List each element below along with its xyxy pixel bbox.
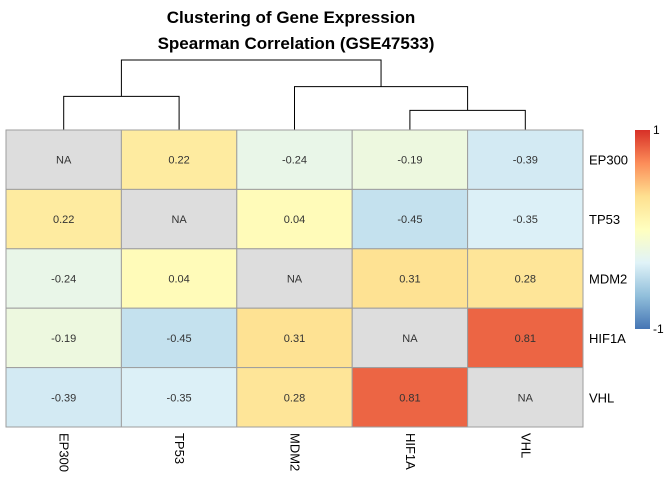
legend-min-label: -1 [653, 322, 664, 336]
cell-value-label: 0.81 [399, 392, 420, 404]
cell-value-label: -0.45 [397, 214, 422, 226]
cell-value-label: -0.19 [397, 155, 422, 167]
heatmap-cells: NA 0.22 -0.24 -0.19 -0.39 0.22 NA 0.04 -0.45 -0.3… [5, 129, 584, 428]
cell-value-label: 0.28 [515, 274, 536, 286]
cell-value-label: NA [402, 333, 418, 345]
cell-value-label: 0.31 [284, 333, 305, 345]
dendrogram-branch [120, 59, 382, 97]
row-label: MDM2 [589, 272, 627, 287]
heatmap-cell [467, 188, 584, 250]
row-label: HIF1A [589, 331, 626, 346]
heatmap-cell [5, 129, 122, 190]
heatmap-cell [120, 248, 238, 309]
heatmap-cell [467, 129, 584, 190]
cell-value-label: -0.45 [167, 333, 192, 345]
row-labels: EP300 TP53 MDM2 HIF1A VHL [589, 153, 628, 406]
cell-value-label: 0.22 [53, 214, 74, 226]
cell-value-label: 0.04 [168, 274, 189, 286]
dendrogram-branch [409, 109, 526, 130]
heatmap-cell [120, 307, 238, 369]
cell-value-label: -0.24 [51, 274, 76, 286]
chart-title: Clustering of Gene Expression [167, 8, 415, 27]
heatmap-cell [5, 188, 122, 250]
heatmap-cell [236, 129, 353, 190]
cell-value-label: -0.35 [167, 392, 192, 404]
color-legend: 1 -1 [635, 123, 664, 336]
cell-value-label: 0.04 [284, 214, 305, 226]
cell-value-label: NA [287, 274, 303, 286]
legend-colorbar [635, 130, 650, 329]
heatmap-cell [351, 307, 469, 369]
dendrogram-branch [294, 86, 469, 130]
heatmap-cell [120, 129, 238, 190]
cell-value-label: -0.35 [513, 214, 538, 226]
heatmap-cell [236, 307, 353, 369]
column-label: TP53 [172, 433, 187, 464]
heatmap-cell [467, 248, 584, 309]
row-label: VHL [589, 390, 614, 405]
column-label: VHL [518, 433, 533, 458]
column-dendrogram [63, 59, 526, 130]
column-labels: EP300 TP53 MDM2 HIF1A VHL [57, 433, 534, 472]
heatmap-cell [5, 367, 122, 428]
cell-value-label: 0.28 [284, 392, 305, 404]
heatmap-cell [236, 367, 353, 428]
row-label: EP300 [589, 153, 628, 168]
column-label: EP300 [57, 433, 72, 472]
column-label: HIF1A [403, 433, 418, 470]
cell-value-label: -0.39 [51, 392, 76, 404]
heatmap-cell [236, 188, 353, 250]
legend-max-label: 1 [653, 123, 660, 137]
dendrogram-branch [63, 95, 180, 130]
heatmap-cell [467, 367, 584, 428]
heatmap-cell [236, 248, 353, 309]
cell-value-label: -0.39 [513, 155, 538, 167]
cell-value-label: NA [518, 392, 534, 404]
cell-value-label: 0.31 [399, 274, 420, 286]
heatmap-cell [351, 248, 469, 309]
row-label: TP53 [589, 212, 620, 227]
heatmap-cell [5, 307, 122, 369]
heatmap-cell [467, 307, 584, 369]
heatmap-cell [120, 367, 238, 428]
column-label: MDM2 [288, 433, 303, 471]
cell-value-label: 0.22 [168, 155, 189, 167]
cell-value-label: -0.24 [282, 155, 307, 167]
cell-value-label: 0.81 [515, 333, 536, 345]
heatmap-cell [351, 129, 469, 190]
cell-value-label: -0.19 [51, 333, 76, 345]
chart-subtitle: Spearman Correlation (GSE47533) [158, 34, 435, 53]
cell-value-label: NA [171, 214, 187, 226]
cell-value-label: NA [56, 155, 72, 167]
